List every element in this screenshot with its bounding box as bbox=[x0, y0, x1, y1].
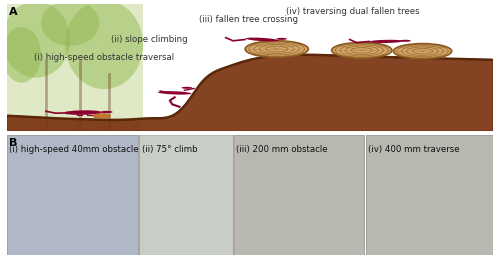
Text: A: A bbox=[10, 7, 18, 17]
Ellipse shape bbox=[246, 37, 278, 41]
Ellipse shape bbox=[2, 27, 41, 83]
Text: (ii) 75° climb: (ii) 75° climb bbox=[142, 145, 198, 154]
Bar bbox=[139, 135, 233, 255]
Ellipse shape bbox=[100, 111, 112, 113]
Ellipse shape bbox=[369, 40, 403, 43]
Bar bbox=[366, 135, 493, 255]
Bar bbox=[7, 135, 138, 255]
Ellipse shape bbox=[276, 38, 287, 40]
Ellipse shape bbox=[63, 110, 102, 115]
Text: (i) high-speed 40mm obstacle: (i) high-speed 40mm obstacle bbox=[10, 145, 139, 154]
Circle shape bbox=[332, 42, 392, 58]
Ellipse shape bbox=[66, 0, 143, 89]
Circle shape bbox=[93, 114, 110, 118]
Polygon shape bbox=[7, 55, 493, 131]
Circle shape bbox=[394, 43, 452, 59]
Text: (iii) fallen tree crossing: (iii) fallen tree crossing bbox=[199, 15, 298, 24]
Circle shape bbox=[245, 41, 308, 57]
Text: (iv) 400 mm traverse: (iv) 400 mm traverse bbox=[368, 145, 459, 154]
Text: (ii) slope climbing: (ii) slope climbing bbox=[112, 35, 188, 44]
Bar bbox=[234, 135, 364, 255]
Text: (i) high-speed obstacle traversal: (i) high-speed obstacle traversal bbox=[34, 53, 174, 62]
Text: B: B bbox=[10, 138, 18, 148]
Bar bbox=[139, 135, 233, 255]
Bar bbox=[7, 4, 143, 131]
Ellipse shape bbox=[400, 40, 411, 42]
Text: (iv) traversing dual fallen trees: (iv) traversing dual fallen trees bbox=[286, 7, 420, 16]
Ellipse shape bbox=[41, 0, 100, 46]
Ellipse shape bbox=[182, 87, 192, 89]
Text: (iii) 200 mm obstacle: (iii) 200 mm obstacle bbox=[236, 145, 328, 154]
Ellipse shape bbox=[2, 1, 70, 78]
Ellipse shape bbox=[158, 91, 192, 95]
